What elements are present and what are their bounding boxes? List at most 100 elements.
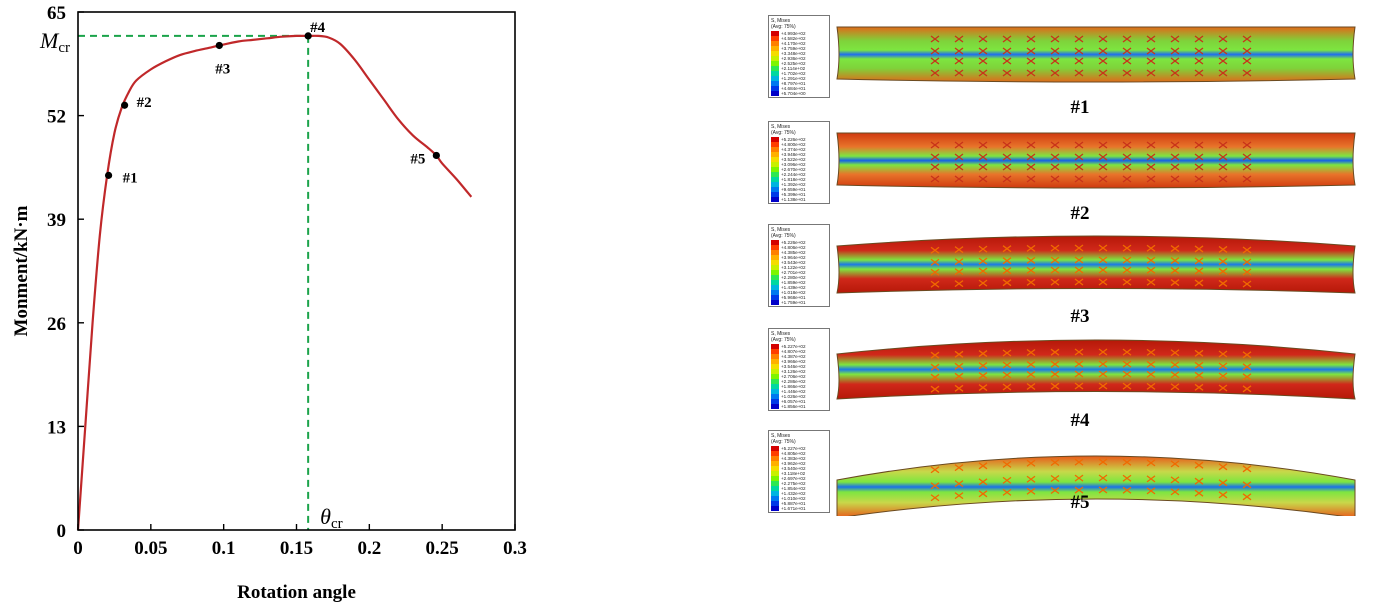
legend-swatch xyxy=(771,446,779,451)
panel-label: #5 xyxy=(1070,492,1090,513)
x-tick-label: 0.2 xyxy=(357,538,381,559)
legend-swatch xyxy=(771,91,779,96)
legend-value: +5.887e+01 xyxy=(781,501,806,506)
legend-value: +1.856e+01 xyxy=(781,404,806,409)
y-tick-label: 26 xyxy=(47,314,66,335)
legend-value: +1.026e+02 xyxy=(781,394,806,399)
legend-swatch xyxy=(771,76,779,81)
panel-label: #1 xyxy=(1070,97,1090,118)
legend-swatch xyxy=(771,172,779,177)
legend-value: +3.096e+02 xyxy=(781,162,806,167)
legend-value: +5.968e+01 xyxy=(781,295,806,300)
legend-value: +1.671e+01 xyxy=(781,506,806,511)
stress-legend: S, Mises (Avg: 75%) +5.226e+02 +4.806e+02 +4… xyxy=(768,224,830,307)
legend-avg: (Avg: 75%) xyxy=(771,439,796,445)
legend-value: +1.010e+02 xyxy=(781,496,806,501)
legend-value: +8.797e+01 xyxy=(781,81,806,86)
legend-swatch xyxy=(771,81,779,86)
contour-panel: S, Mises (Avg: 75%) +5.227e+02 +4.807e+02 +4… xyxy=(765,328,1365,431)
legend-value: +1.854e+02 xyxy=(781,486,806,491)
legend-value: +2.286e+02 xyxy=(781,379,806,384)
legend-swatch xyxy=(771,265,779,270)
y-tick-label: 0 xyxy=(57,521,67,542)
moment-rotation-curve xyxy=(76,34,473,531)
legend-value: +1.392e+02 xyxy=(781,182,806,187)
legend-title: S, Mises xyxy=(771,18,791,24)
beam-model xyxy=(835,434,1357,521)
legend-swatch xyxy=(771,157,779,162)
legend-value: +4.805e+02 xyxy=(781,451,806,456)
beam-contour-image xyxy=(836,26,1356,83)
legend-swatch xyxy=(771,31,779,36)
stress-legend: S, Mises (Avg: 75%) +5.227e+02 +4.805e+02 +4… xyxy=(768,430,830,513)
legend-title: S, Mises xyxy=(771,331,791,337)
y-tick-label: 52 xyxy=(47,107,66,128)
key-point xyxy=(121,101,129,109)
legend-value: +3.522e+02 xyxy=(781,157,806,162)
key-point xyxy=(432,151,440,160)
legend-swatch xyxy=(771,466,779,471)
legend-value: +1.291e+02 xyxy=(781,76,806,81)
legend-swatch xyxy=(771,506,779,511)
legend-avg: (Avg: 75%) xyxy=(771,337,796,343)
legend-swatch xyxy=(771,36,779,41)
stress-legend: S, Mises (Avg: 75%) +4.993e+02 +4.582e+02 +4… xyxy=(768,15,830,98)
key-point-label: #2 xyxy=(137,95,152,111)
legend-value: +2.670e+02 xyxy=(781,167,806,172)
legend-swatch xyxy=(771,456,779,461)
legend-value: +1.446e+02 xyxy=(781,389,806,394)
critical-moment-label: Mcr xyxy=(39,28,70,56)
legend-swatch xyxy=(771,71,779,76)
legend-swatch xyxy=(771,300,779,305)
legend-swatch xyxy=(771,270,779,275)
legend-value: +4.170e+02 xyxy=(781,41,806,46)
legend-avg: (Avg: 75%) xyxy=(771,24,796,30)
legend-swatch xyxy=(771,66,779,71)
key-point xyxy=(304,32,312,40)
beam-model xyxy=(835,15,1357,102)
contour-panel: S, Mises (Avg: 75%) +5.227e+02 +4.805e+02 +4… xyxy=(765,430,1365,530)
legend-swatch xyxy=(771,255,779,260)
legend-swatch xyxy=(771,285,779,290)
x-tick-label: 0.05 xyxy=(134,538,167,559)
legend-swatch xyxy=(771,354,779,359)
y-tick-label: 39 xyxy=(47,210,66,231)
legend-value: +3.348e+02 xyxy=(781,51,806,56)
legend-value: +5.227e+02 xyxy=(781,344,806,349)
y-axis-title: Monment/kN·m xyxy=(11,205,32,336)
legend-swatch xyxy=(771,86,779,91)
legend-value: +1.818e+02 xyxy=(781,177,806,182)
legend-swatch xyxy=(771,491,779,496)
legend-value: +2.525e+02 xyxy=(781,61,806,66)
legend-value: +1.432e+02 xyxy=(781,491,806,496)
legend-value: +3.759e+02 xyxy=(781,46,806,51)
legend-value: +3.543e+02 xyxy=(781,260,806,265)
key-point xyxy=(104,171,113,179)
legend-title: S, Mises xyxy=(771,124,791,130)
legend-swatch xyxy=(771,137,779,142)
legend-swatch xyxy=(771,197,779,202)
legend-value: +5.226e+02 xyxy=(781,137,806,142)
legend-value: +4.383e+02 xyxy=(781,456,806,461)
legend-swatch xyxy=(771,399,779,404)
legend-swatch xyxy=(771,192,779,197)
legend-swatch xyxy=(771,245,779,250)
legend-avg: (Avg: 75%) xyxy=(771,130,796,136)
legend-swatch xyxy=(771,476,779,481)
legend-swatch xyxy=(771,167,779,172)
stress-legend: S, Mises (Avg: 75%) +5.227e+02 +4.807e+02 +4… xyxy=(768,328,830,411)
legend-value: +1.138e+01 xyxy=(781,197,806,202)
key-point xyxy=(215,41,223,50)
legend-swatch xyxy=(771,182,779,187)
legend-swatch xyxy=(771,51,779,56)
legend-value: +3.540e+02 xyxy=(781,466,806,471)
legend-swatch xyxy=(771,364,779,369)
legend-swatch xyxy=(771,369,779,374)
y-tick-label: 13 xyxy=(47,417,66,438)
legend-swatch xyxy=(771,280,779,285)
beam-contour-image xyxy=(836,339,1356,400)
legend-swatch xyxy=(771,486,779,491)
legend-swatch xyxy=(771,56,779,61)
plot-frame xyxy=(77,11,516,531)
beam-model xyxy=(835,121,1357,208)
